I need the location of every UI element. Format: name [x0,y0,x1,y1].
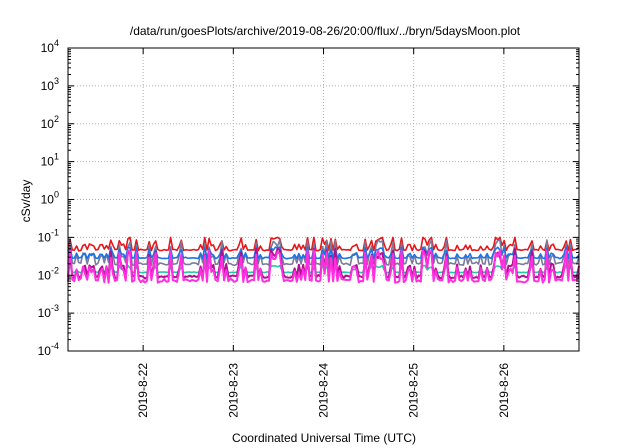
x-tick-label: 2019-8-25 [407,363,421,418]
series-line [67,249,580,284]
y-tick-label: 10-3 [38,303,59,320]
data-series [67,236,580,284]
y-tick-label: 10-4 [38,341,59,358]
grid-lines [68,48,579,351]
y-tick-label: 100 [41,190,59,207]
y-tick-label: 103 [41,76,59,93]
y-tick-label: 101 [41,152,59,169]
x-tick-label: 2019-8-23 [226,363,240,418]
x-tick-label: 2019-8-22 [136,363,150,418]
x-tick-label: 2019-8-24 [317,363,331,418]
y-tick-label: 10-1 [38,227,59,244]
series-line [67,246,580,260]
y-tick-label: 102 [41,114,59,131]
y-tick-label: 104 [41,38,59,55]
y-tick-label: 10-2 [38,265,59,282]
series-line [67,236,580,252]
axis-ticks: 10-4 10-3 10-2 10-1 100 101 102 103 104 2019-8-22… [38,38,579,418]
chart-title: /data/run/goesPlots/archive/2019-08-26/2… [130,24,521,38]
x-tick-label: 2019-8-26 [497,363,511,418]
x-axis-label: Coordinated Universal Time (UTC) [232,431,416,445]
y-axis-label: cSv/day [19,180,33,223]
